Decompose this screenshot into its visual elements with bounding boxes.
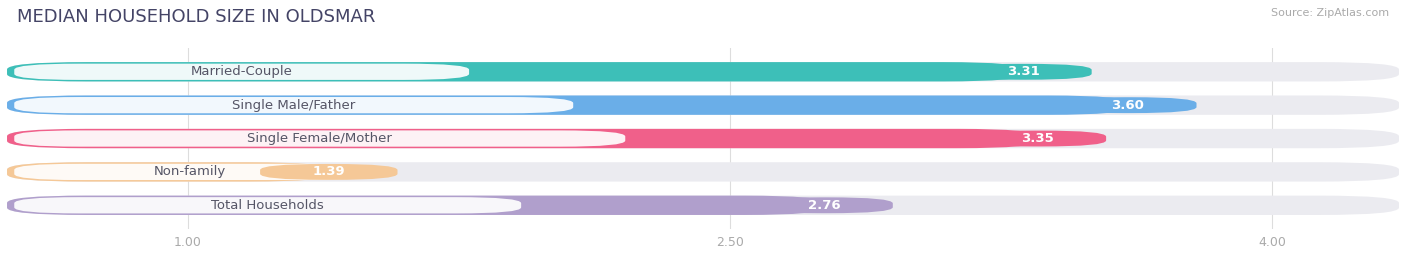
FancyBboxPatch shape <box>7 95 1399 115</box>
FancyBboxPatch shape <box>7 129 1399 148</box>
Text: Total Households: Total Households <box>211 199 323 212</box>
FancyBboxPatch shape <box>7 129 1038 148</box>
FancyBboxPatch shape <box>7 95 1128 115</box>
Text: 3.31: 3.31 <box>1007 65 1039 78</box>
FancyBboxPatch shape <box>14 64 470 80</box>
Text: Non-family: Non-family <box>153 165 226 178</box>
FancyBboxPatch shape <box>260 164 398 180</box>
FancyBboxPatch shape <box>7 196 1399 215</box>
FancyBboxPatch shape <box>14 197 522 213</box>
Text: Source: ZipAtlas.com: Source: ZipAtlas.com <box>1271 8 1389 18</box>
Text: Single Male/Father: Single Male/Father <box>232 99 356 112</box>
Text: Single Female/Mother: Single Female/Mother <box>247 132 392 145</box>
FancyBboxPatch shape <box>7 162 1399 182</box>
Text: Married-Couple: Married-Couple <box>191 65 292 78</box>
FancyBboxPatch shape <box>14 97 574 113</box>
FancyBboxPatch shape <box>755 197 893 213</box>
FancyBboxPatch shape <box>955 64 1091 80</box>
Text: 2.76: 2.76 <box>808 199 841 212</box>
FancyBboxPatch shape <box>7 62 1024 82</box>
Text: 3.35: 3.35 <box>1021 132 1054 145</box>
Text: 3.60: 3.60 <box>1111 99 1144 112</box>
FancyBboxPatch shape <box>14 130 626 147</box>
FancyBboxPatch shape <box>7 162 329 182</box>
FancyBboxPatch shape <box>7 62 1399 82</box>
FancyBboxPatch shape <box>7 196 824 215</box>
Text: 1.39: 1.39 <box>312 165 344 178</box>
FancyBboxPatch shape <box>14 164 366 180</box>
FancyBboxPatch shape <box>1059 97 1197 113</box>
Text: MEDIAN HOUSEHOLD SIZE IN OLDSMAR: MEDIAN HOUSEHOLD SIZE IN OLDSMAR <box>17 8 375 26</box>
FancyBboxPatch shape <box>969 130 1107 147</box>
